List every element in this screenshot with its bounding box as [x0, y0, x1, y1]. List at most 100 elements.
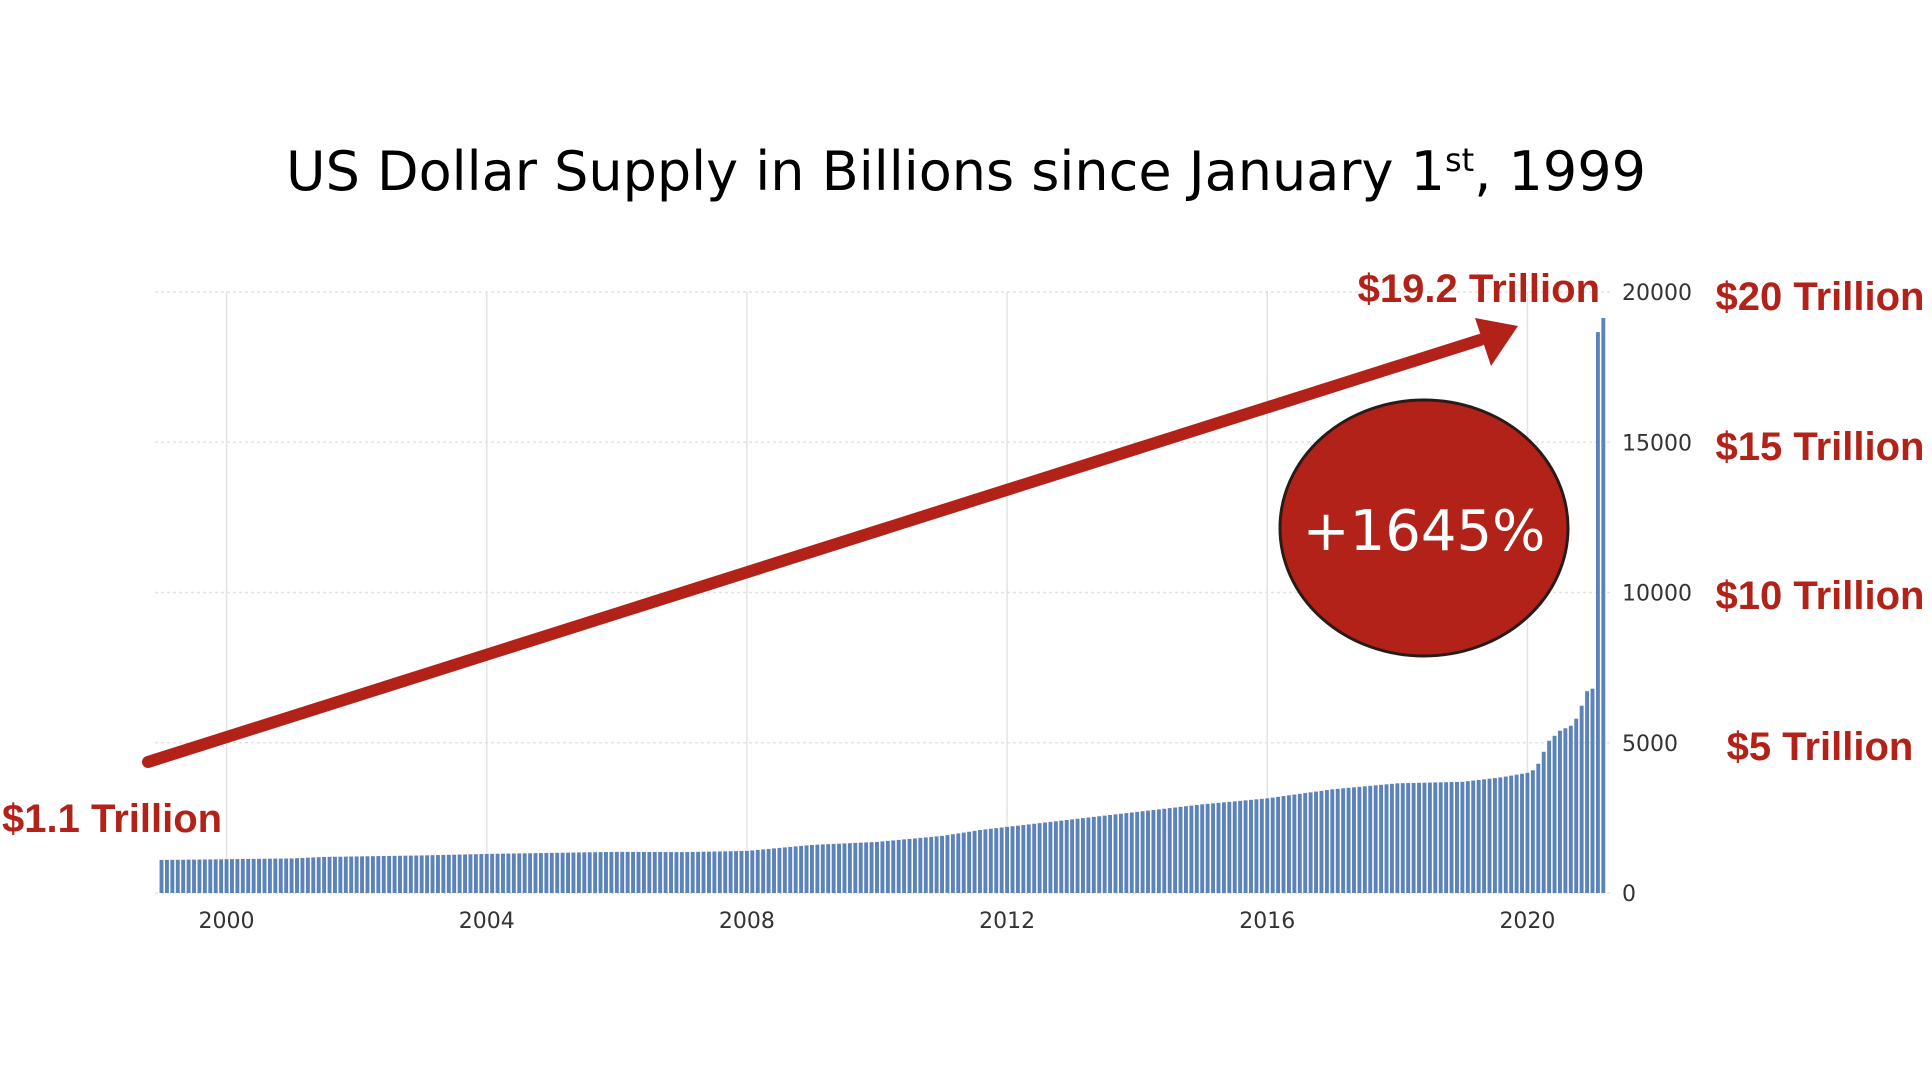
- bar: [972, 830, 977, 893]
- bar: [891, 840, 896, 893]
- end-value-label: $19.2 Trillion: [1358, 267, 1600, 311]
- bar: [435, 855, 440, 893]
- bar: [1395, 783, 1400, 893]
- bar: [1173, 807, 1178, 893]
- bar: [1015, 825, 1020, 893]
- bar: [224, 859, 229, 893]
- bar: [208, 859, 213, 893]
- bar: [230, 859, 234, 893]
- bar: [257, 858, 262, 893]
- bar: [1498, 777, 1503, 893]
- bar: [918, 837, 923, 893]
- bar: [1200, 804, 1205, 893]
- y-tick-label: 10000: [1622, 582, 1692, 607]
- bar: [322, 856, 327, 893]
- bar: [826, 844, 831, 893]
- bar: [1053, 821, 1058, 893]
- bar: [1482, 779, 1487, 893]
- bar: [533, 853, 538, 893]
- bar: [381, 856, 386, 893]
- bar: [988, 828, 993, 893]
- bar: [858, 842, 863, 893]
- bar: [1368, 785, 1373, 893]
- bar: [853, 842, 858, 893]
- bar: [788, 846, 793, 893]
- bar: [1449, 782, 1454, 893]
- bar: [430, 855, 435, 893]
- growth-arrow-head: [1475, 318, 1518, 366]
- bar: [305, 857, 310, 893]
- bar: [1043, 822, 1047, 893]
- bar: [576, 852, 581, 893]
- bar: [1178, 806, 1183, 893]
- bar: [316, 857, 321, 893]
- bar: [408, 855, 413, 893]
- bar: [549, 852, 554, 893]
- bar: [295, 858, 299, 893]
- x-tick-label: 2020: [1499, 909, 1555, 934]
- x-axis-ticks: 2000 2004 2008 2012 2016 2020: [199, 909, 1556, 934]
- bar: [950, 834, 955, 893]
- bar: [1455, 781, 1459, 893]
- growth-percent-label: +1645%: [1303, 499, 1546, 564]
- bar: [663, 852, 668, 893]
- bar: [1205, 803, 1210, 893]
- x-tick-label: 2012: [979, 909, 1035, 934]
- bar: [376, 856, 381, 893]
- bar: [869, 842, 874, 893]
- bar: [652, 852, 657, 893]
- bar: [1156, 809, 1161, 893]
- bar: [912, 838, 917, 893]
- bar: [278, 858, 283, 893]
- bar: [452, 854, 457, 893]
- right-trillion-label: $20 Trillion: [1716, 275, 1925, 319]
- bar: [734, 851, 739, 893]
- bar: [1433, 782, 1438, 893]
- bar: [1086, 817, 1091, 893]
- bar: [761, 849, 766, 893]
- bar: [246, 858, 251, 893]
- right-trillion-label: $5 Trillion: [1727, 725, 1914, 769]
- bar: [349, 856, 354, 893]
- bar: [1574, 718, 1579, 893]
- bar: [961, 832, 966, 893]
- bar: [267, 858, 272, 893]
- bar: [1422, 782, 1427, 893]
- bar: [864, 842, 869, 893]
- bars: [159, 318, 1606, 894]
- bar: [463, 854, 467, 893]
- bar: [1108, 814, 1113, 893]
- bar: [593, 852, 598, 893]
- bar: [1026, 824, 1031, 893]
- bar: [1465, 781, 1470, 893]
- bar: [1167, 808, 1172, 893]
- annotation-overlay: $1.1 Trillion $19.2 Trillion $20 Trillion $…: [2, 267, 1924, 841]
- bar: [1146, 810, 1150, 893]
- bar: [679, 852, 684, 893]
- bar: [1021, 825, 1026, 893]
- bar: [631, 851, 636, 893]
- bar: [1276, 796, 1281, 893]
- bar: [1227, 801, 1232, 893]
- bar: [473, 854, 478, 893]
- x-tick-label: 2004: [459, 909, 515, 934]
- right-trillion-label: $15 Trillion: [1716, 425, 1925, 469]
- bar: [197, 859, 202, 893]
- bar: [1487, 778, 1492, 893]
- bar: [343, 856, 348, 893]
- start-value-label: $1.1 Trillion: [2, 797, 222, 841]
- bar: [701, 851, 706, 893]
- bar: [1151, 809, 1156, 893]
- bar: [880, 841, 885, 893]
- bar: [370, 856, 375, 893]
- bar: [1308, 792, 1313, 893]
- chart-title: US Dollar Supply in Billions since Janua…: [286, 140, 1646, 203]
- y-tick-label: 15000: [1622, 431, 1692, 456]
- bar: [333, 856, 337, 893]
- bar: [1335, 788, 1340, 893]
- bar: [956, 833, 961, 893]
- bar: [544, 852, 549, 893]
- bar: [511, 853, 516, 893]
- growth-arrow-line: [142, 334, 1486, 768]
- bar: [495, 853, 500, 893]
